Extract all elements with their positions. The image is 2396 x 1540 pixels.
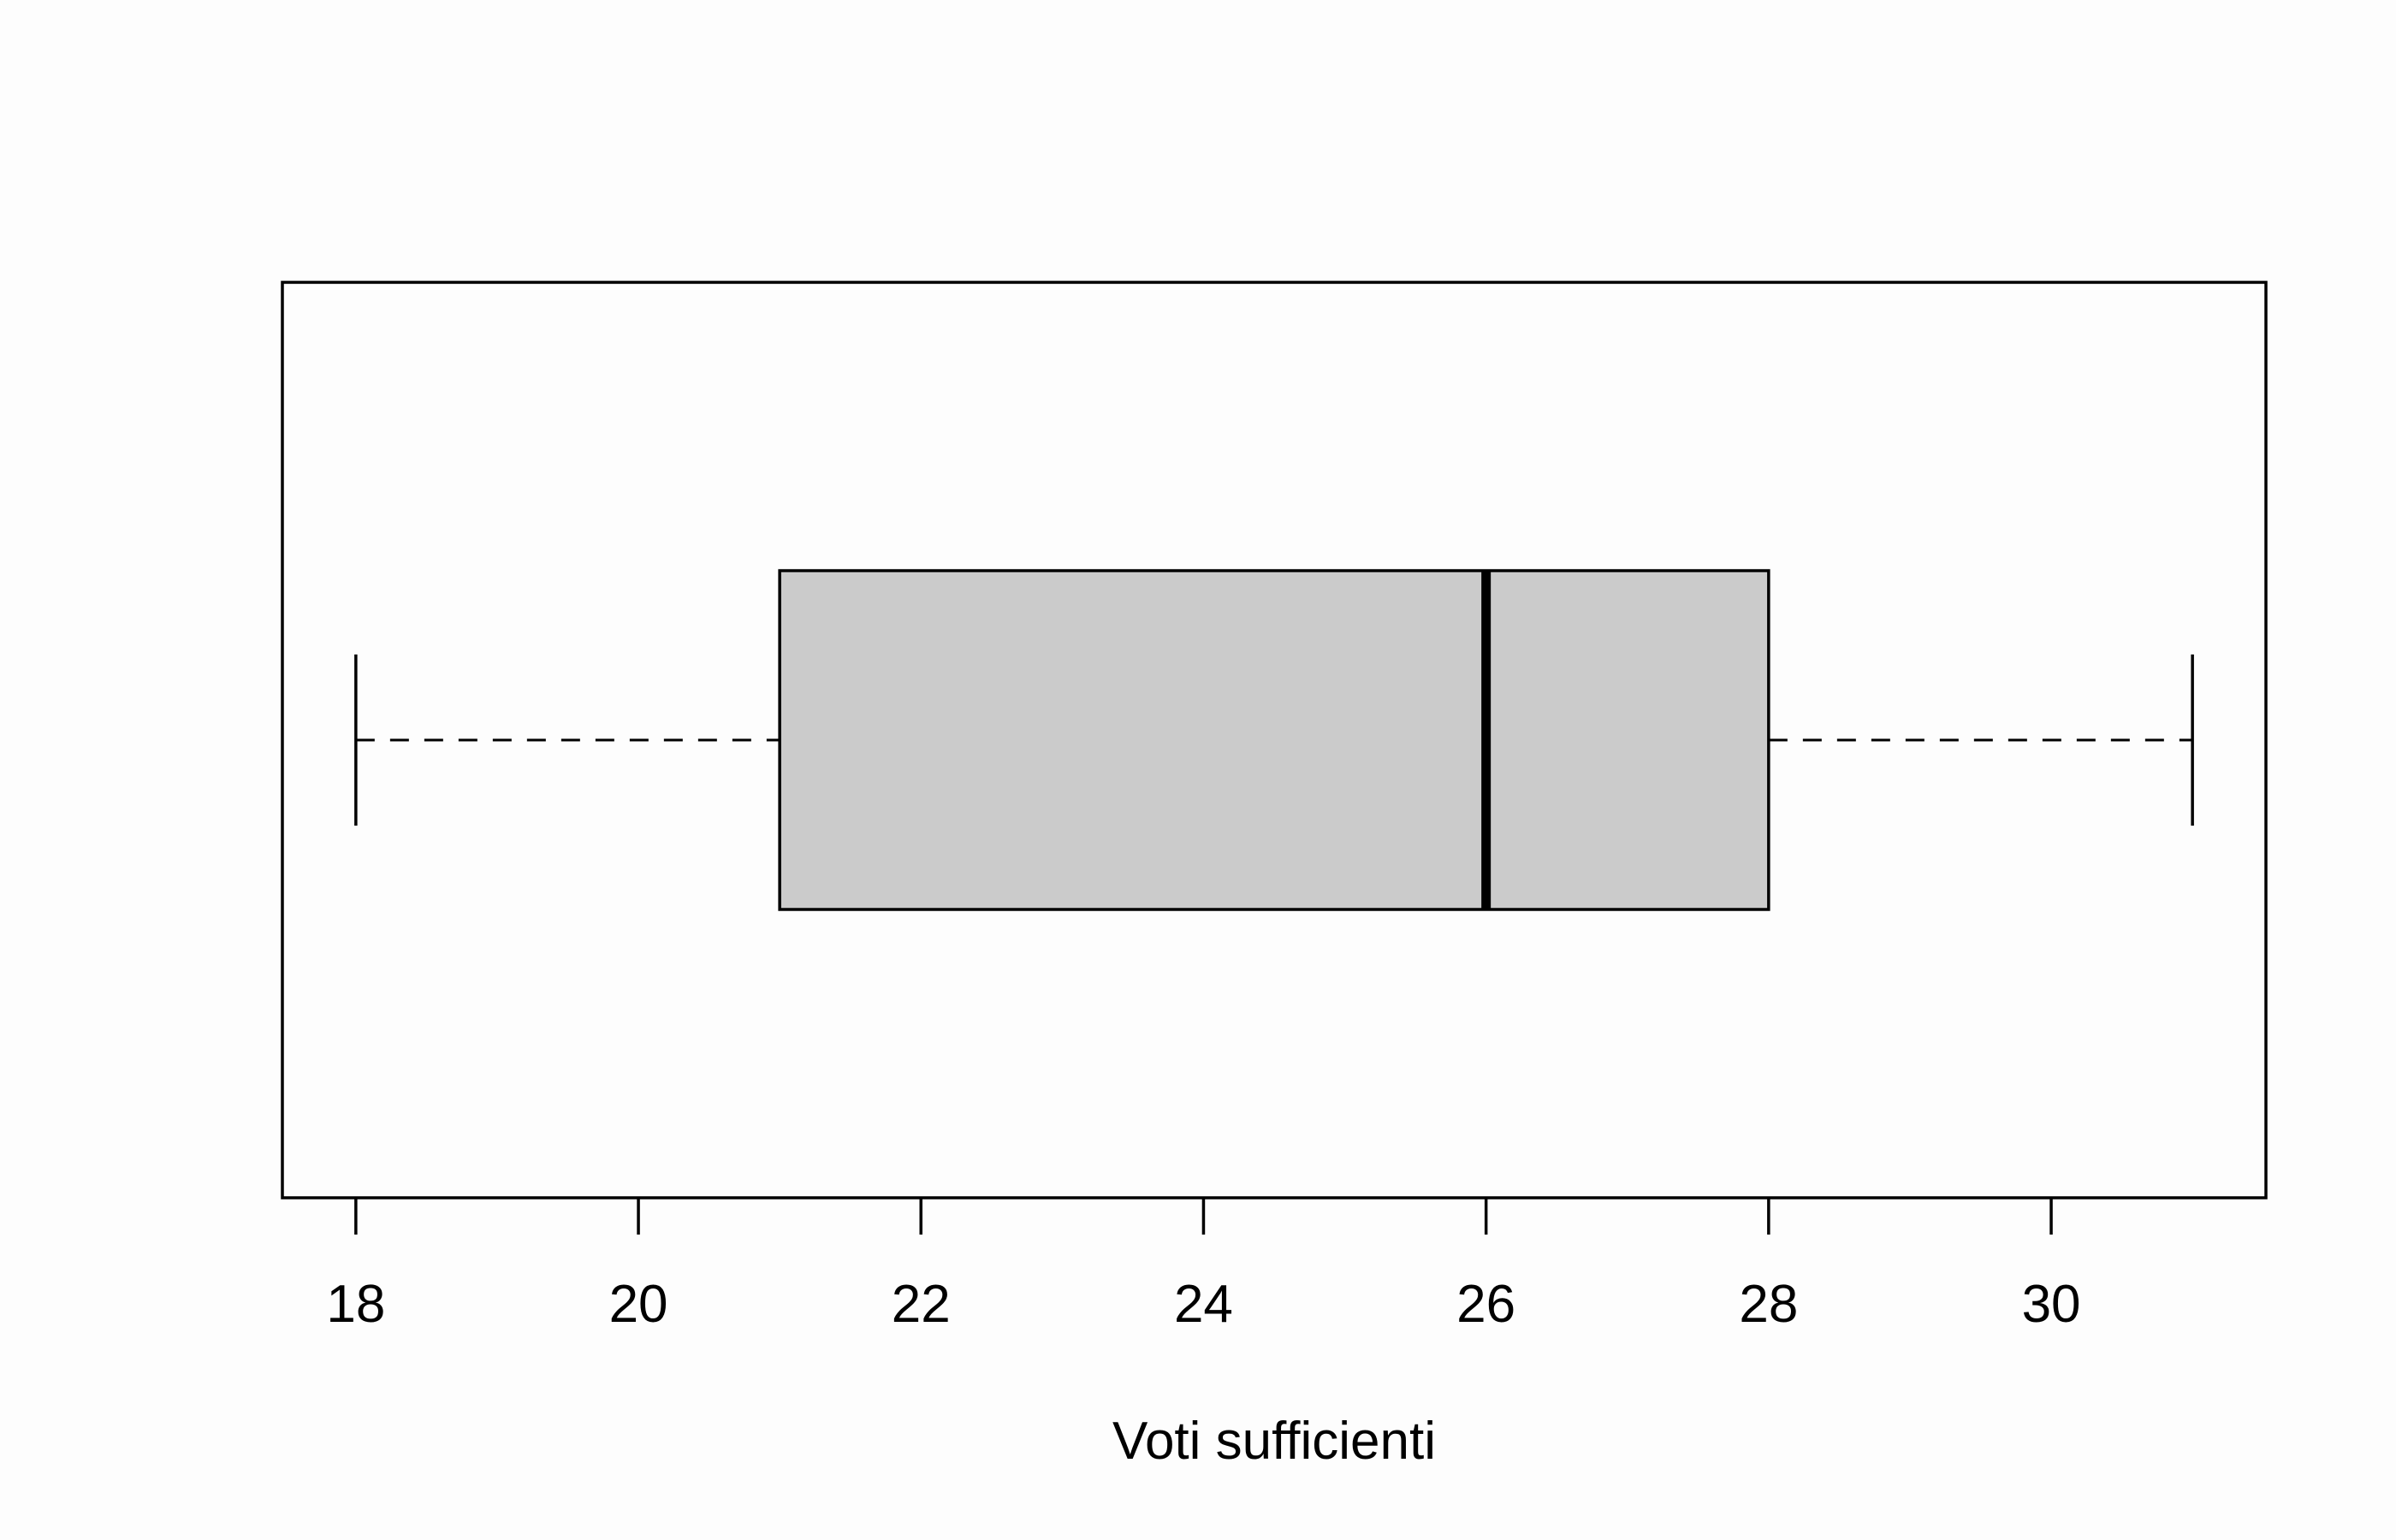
x-axis: 18 20 22 24 26 28 30 [326, 1198, 2081, 1334]
x-tick-label: 20 [609, 1275, 668, 1334]
x-tick-label: 28 [1739, 1275, 1798, 1334]
boxplot [354, 569, 2194, 911]
x-tick-label: 22 [892, 1275, 951, 1334]
interquartile-box [778, 569, 1770, 911]
x-tick-label: 30 [2022, 1275, 2081, 1334]
x-tick-label: 24 [1174, 1275, 1233, 1334]
x-tick-label: 18 [326, 1275, 385, 1334]
plot-frame [281, 281, 2268, 1199]
x-axis-label: Voti sufficienti [1112, 1412, 1436, 1471]
x-tick-label: 26 [1456, 1275, 1515, 1334]
